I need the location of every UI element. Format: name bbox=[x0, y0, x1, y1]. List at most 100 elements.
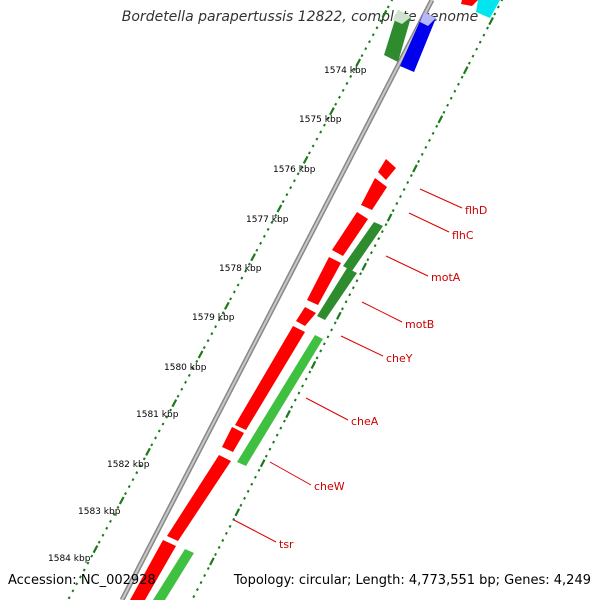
outer-ring-minor-tick bbox=[311, 144, 315, 148]
inner-ring-major-tick bbox=[336, 311, 342, 320]
gene-reverse-4 bbox=[153, 549, 194, 600]
inner-ring-minor-tick bbox=[192, 595, 196, 599]
map-title: Bordetella parapertussis 12822, complete… bbox=[121, 9, 479, 25]
inner-ring-minor-tick bbox=[486, 26, 489, 30]
outer-ring-minor-tick bbox=[176, 394, 180, 398]
inner-ring-minor-tick bbox=[322, 342, 326, 346]
outer-ring-minor-tick bbox=[67, 596, 71, 600]
inner-ring-minor-tick bbox=[272, 440, 275, 444]
inner-ring-minor-tick bbox=[370, 251, 373, 255]
outer-ring-minor-tick bbox=[150, 443, 154, 447]
forward-strand-genes bbox=[130, 159, 396, 600]
outer-ring-minor-tick bbox=[296, 172, 300, 176]
inner-ring-minor-tick bbox=[239, 503, 243, 507]
tick-label-1578: 1578 kbp bbox=[219, 264, 262, 274]
inner-ring-minor-tick bbox=[203, 573, 207, 578]
inner-ring-minor-tick bbox=[243, 496, 246, 500]
inner-ring-minor-tick bbox=[493, 12, 497, 16]
outer-ring-major-tick bbox=[92, 545, 99, 554]
inner-ring-major-tick bbox=[488, 16, 494, 26]
gene-reverse-1 bbox=[343, 222, 383, 271]
outer-ring-minor-tick bbox=[315, 137, 319, 141]
outer-ring-minor-tick bbox=[349, 74, 353, 78]
inner-ring-minor-tick bbox=[304, 377, 308, 381]
outer-ring-major-tick bbox=[302, 155, 309, 164]
outer-ring-minor-tick bbox=[353, 67, 356, 72]
backbone bbox=[119, 0, 435, 600]
inner-ring-minor-tick bbox=[399, 194, 402, 199]
inner-ring-minor-tick bbox=[457, 82, 460, 86]
gene-label-cheW: cheW bbox=[314, 480, 345, 493]
outer-ring-minor-tick bbox=[244, 269, 248, 273]
inner-ring-minor-tick bbox=[406, 180, 410, 185]
outer-ring-major-tick bbox=[197, 350, 204, 359]
inner-ring-minor-tick bbox=[402, 187, 406, 192]
inner-ring-minor-tick bbox=[308, 370, 312, 374]
inner-ring-major-tick bbox=[412, 164, 418, 173]
outer-ring-minor-tick bbox=[217, 318, 221, 322]
inner-ring-minor-tick bbox=[246, 489, 250, 493]
reverse-strand-genes bbox=[153, 222, 383, 600]
accession-text: Accession: NC_002928 bbox=[8, 573, 156, 588]
outer-ring-minor-tick bbox=[161, 422, 165, 426]
inner-ring-minor-tick bbox=[453, 89, 457, 93]
outer-ring-minor-tick bbox=[259, 241, 263, 245]
outer-ring-minor-tick bbox=[337, 95, 341, 99]
inner-ring-minor-tick bbox=[348, 293, 352, 297]
outer-ring-minor-tick bbox=[307, 151, 311, 155]
inner-ring-minor-tick bbox=[326, 335, 330, 339]
outer-ring-minor-tick bbox=[386, 5, 390, 9]
inner-ring-minor-tick bbox=[442, 110, 446, 114]
inner-ring-major-tick bbox=[209, 557, 215, 566]
outer-ring-minor-tick bbox=[142, 457, 146, 461]
outer-ring-major-tick bbox=[276, 204, 283, 213]
outer-ring-minor-tick bbox=[247, 262, 251, 266]
inner-ring-minor-tick bbox=[500, 0, 504, 2]
outer-ring-major-tick bbox=[250, 253, 256, 262]
outer-ring-minor-tick bbox=[187, 373, 191, 377]
inner-ring-minor-tick bbox=[467, 61, 471, 65]
outer-ring-minor-tick bbox=[116, 505, 120, 509]
outer-ring-minor-tick bbox=[139, 464, 142, 468]
top-green-gene-highlight bbox=[393, 10, 411, 24]
gene-label-tsr: tsr bbox=[279, 538, 294, 551]
inner-ring-minor-tick bbox=[482, 33, 486, 37]
outer-ring-minor-tick bbox=[105, 526, 109, 530]
outer-ring-major-tick bbox=[171, 399, 178, 408]
outer-ring-minor-tick bbox=[319, 130, 323, 134]
outer-ring-minor-tick bbox=[326, 116, 330, 120]
gene-labels: flhD flhC motA motB cheY cheA cheW tsr bbox=[279, 204, 487, 551]
outer-ring-minor-tick bbox=[322, 123, 326, 127]
inner-ring-minor-tick bbox=[428, 138, 431, 142]
inner-ring-minor-tick bbox=[431, 131, 435, 135]
outer-ring-minor-tick bbox=[221, 311, 225, 315]
inner-ring-minor-tick bbox=[206, 566, 210, 571]
outer-ring-major-tick bbox=[223, 301, 230, 310]
outer-ring-minor-tick bbox=[371, 33, 375, 37]
inner-ring-minor-tick bbox=[221, 538, 225, 542]
inner-ring-minor-tick bbox=[250, 482, 254, 486]
inner-ring-minor-tick bbox=[359, 272, 363, 276]
outer-ring-minor-tick bbox=[124, 492, 127, 496]
inner-ring-minor-tick bbox=[315, 356, 319, 360]
outer-ring-minor-tick bbox=[379, 19, 383, 23]
outer-ring-minor-tick bbox=[75, 582, 79, 586]
outer-ring-minor-tick bbox=[169, 408, 172, 412]
outer-ring-minor-tick bbox=[292, 179, 296, 183]
tick-label-1576: 1576 kbp bbox=[273, 165, 316, 175]
gene-reverse-3 bbox=[237, 335, 323, 466]
inner-tick-ring bbox=[192, 0, 504, 599]
gene-motB-arrow bbox=[307, 257, 341, 305]
outer-tick-ring bbox=[67, 0, 394, 600]
inner-ring-major-tick bbox=[310, 360, 317, 370]
inner-ring-minor-tick bbox=[395, 202, 399, 206]
gene-flhC-arrow bbox=[361, 178, 387, 210]
outer-ring-minor-tick bbox=[390, 0, 394, 2]
gene-flhD-arrow bbox=[378, 159, 396, 180]
inner-ring-major-tick bbox=[361, 262, 368, 271]
top-red-gene-partial bbox=[461, 0, 478, 6]
gene-cheW-arrow bbox=[222, 427, 244, 452]
outer-ring-minor-tick bbox=[184, 380, 187, 384]
inner-ring-minor-tick bbox=[384, 223, 388, 227]
tick-label-1580: 1580 kbp bbox=[164, 363, 207, 373]
